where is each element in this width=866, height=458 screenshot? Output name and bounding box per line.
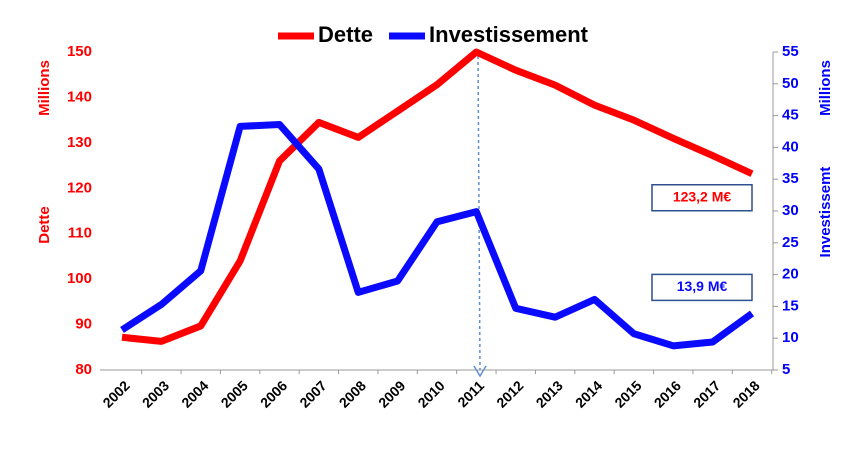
x-tick-label: 2005 [218,377,251,410]
y-unit: Millions [36,60,53,116]
legend-label: Dette [318,22,373,47]
value-label: 123,2 M€ [673,188,732,204]
x-tick-label: 2002 [99,377,132,410]
value-label-box [651,183,753,212]
x-tick-label: 2013 [533,377,566,410]
annotation-arrowhead [473,365,487,378]
line [121,48,754,345]
y2-tick-label: 30 [782,202,799,219]
y-tick-label: 120 [67,179,92,196]
value-label: 13,9 M€ [677,278,728,294]
x-tick-label: 2003 [139,377,172,410]
y2-tick-label: 20 [782,266,799,283]
x-tick-label: 2014 [572,377,605,410]
y-tick-label: 150 [67,43,92,60]
x-tick-label: 2012 [493,377,526,410]
value-label-box [651,273,753,302]
y-tick-label: 80 [75,361,92,378]
x-tick-label: 2017 [690,377,723,410]
x-tick-label: 2015 [611,377,644,410]
y2-tick-label: 45 [782,107,799,124]
x-tick-label: 2010 [414,377,447,410]
x-tick-label: 2004 [178,377,211,410]
y2-axis-label: Investissemt [817,167,834,258]
x-tick-label: 2009 [375,377,408,410]
y2-tick-label: 40 [782,138,799,155]
y-tick-label: 140 [67,88,92,105]
y-axis-label: Dette [36,206,53,244]
y2-tick-label: 25 [782,234,799,251]
y2-tick-label: 5 [782,361,790,378]
y-tick-label: 110 [68,225,92,242]
y2-tick-label: 55 [782,43,799,60]
line [120,121,755,350]
y2-tick-label: 50 [782,75,799,92]
y2-tick-label: 35 [782,170,799,187]
y-tick-label: 130 [67,134,92,151]
x-tick-label: 2007 [296,377,329,410]
y-tick-label: 100 [67,270,92,287]
x-tick-label: 2006 [257,377,290,410]
y-tick-label: 90 [75,316,92,333]
y2-unit: Millions [817,60,834,116]
x-tick-label: 2008 [336,377,369,410]
y2-tick-label: 15 [782,297,799,314]
legend-label: Investissement [429,22,589,47]
x-tick-label: 2011 [454,377,487,410]
y2-tick-label: 10 [782,329,799,346]
x-tick-label: 2016 [651,377,684,410]
x-tick-label: 2018 [729,377,762,410]
